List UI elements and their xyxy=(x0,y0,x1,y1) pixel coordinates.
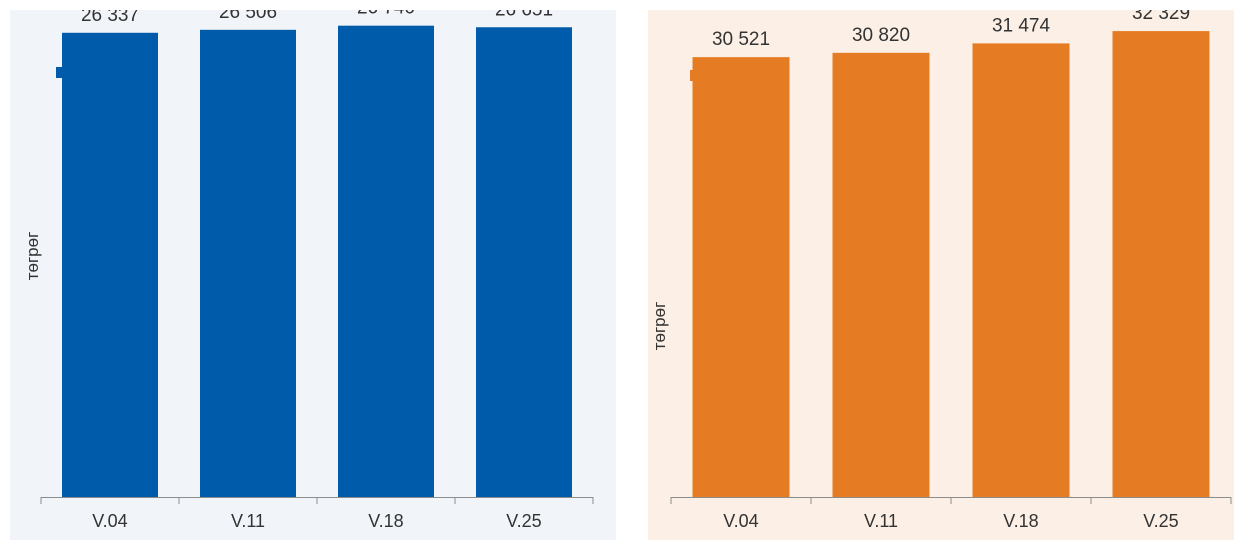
x-tick-label: V.04 xyxy=(723,511,758,531)
bar xyxy=(832,52,930,498)
x-tick-label: V.18 xyxy=(368,511,403,531)
y-axis-label: төгрөг xyxy=(23,232,42,281)
bar xyxy=(692,57,790,498)
x-tick-label: V.25 xyxy=(506,511,541,531)
data-label: 26 740 xyxy=(357,10,415,19)
bar xyxy=(62,32,158,498)
bar xyxy=(338,25,434,498)
legend-swatch xyxy=(56,67,67,78)
bar xyxy=(476,27,572,497)
data-label: 31 474 xyxy=(992,15,1051,36)
x-tick-label: V.04 xyxy=(92,511,127,531)
x-tick-label: V.11 xyxy=(231,511,265,531)
bar xyxy=(200,29,296,497)
data-label: 30 521 xyxy=(712,29,770,50)
x-tick-label: V.25 xyxy=(1143,511,1178,531)
bar xyxy=(1112,31,1210,497)
data-label: 26 506 xyxy=(219,10,277,23)
data-label: 30 820 xyxy=(852,25,910,46)
y-axis-label: төгрөг xyxy=(650,302,669,351)
data-label: 26 651 xyxy=(495,10,553,20)
x-tick-label: V.11 xyxy=(864,511,898,531)
data-label: 26 337 xyxy=(81,10,139,26)
bar xyxy=(972,43,1070,498)
x-tick-label: V.18 xyxy=(1003,511,1038,531)
data-label: 32 329 xyxy=(1132,10,1190,24)
